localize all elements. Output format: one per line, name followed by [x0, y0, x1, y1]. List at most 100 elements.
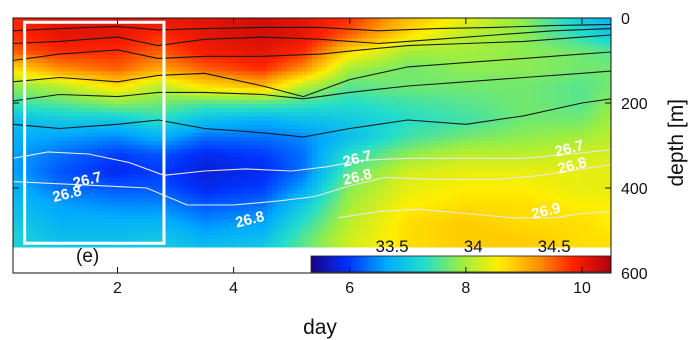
heatmap-cell: [376, 186, 383, 191]
heatmap-cell: [82, 165, 89, 171]
heatmap-cell: [486, 157, 492, 163]
heatmap-cell: [436, 91, 443, 97]
heatmap-cell: [476, 83, 483, 89]
heatmap-cell: [312, 108, 318, 113]
heatmap-cell: [326, 165, 333, 171]
heatmap-cell: [346, 132, 353, 138]
heatmap-cell: [401, 91, 408, 97]
heatmap-cell: [451, 104, 458, 109]
heatmap-cell: [491, 169, 497, 175]
heatmap-cell: [501, 87, 507, 93]
heatmap-cell: [97, 104, 104, 109]
heatmap-cell: [197, 95, 203, 101]
heatmap-cell: [97, 173, 104, 179]
heatmap-cell: [297, 140, 303, 146]
heatmap-cell: [321, 91, 328, 97]
heatmap-cell: [167, 30, 174, 35]
heatmap-cell: [227, 108, 233, 113]
heatmap-cell: [57, 116, 64, 122]
heatmap-cell: [511, 120, 517, 126]
heatmap-cell: [466, 161, 473, 167]
heatmap-cell: [461, 87, 468, 93]
heatmap-cell: [232, 46, 238, 52]
heatmap-cell: [421, 104, 428, 109]
heatmap-cell: [516, 83, 522, 89]
heatmap-cell: [476, 50, 483, 56]
heatmap-cell: [426, 34, 433, 40]
heatmap-cell: [441, 79, 448, 85]
heatmap-cell: [122, 26, 129, 31]
heatmap-cell: [466, 177, 473, 183]
heatmap-cell: [601, 181, 607, 187]
heatmap-cell: [516, 161, 522, 167]
heatmap-cell: [316, 58, 323, 64]
heatmap-cell: [571, 38, 577, 44]
heatmap-cell: [561, 34, 567, 40]
heatmap-cell: [451, 91, 458, 97]
heatmap-cell: [13, 132, 19, 138]
heatmap-cell: [496, 104, 502, 109]
heatmap-cell: [386, 157, 393, 163]
heatmap-cell: [361, 75, 368, 81]
heatmap-cell: [147, 173, 154, 179]
heatmap-cell: [67, 157, 74, 163]
heatmap-cell: [596, 108, 602, 113]
heatmap-cell: [451, 161, 458, 167]
heatmap-cell: [242, 75, 248, 81]
heatmap-cell: [77, 157, 84, 163]
heatmap-cell: [436, 71, 443, 76]
heatmap-cell: [117, 120, 124, 126]
heatmap-cell: [27, 87, 34, 93]
heatmap-cell: [561, 67, 567, 72]
heatmap-cell: [491, 149, 497, 154]
heatmap-cell: [486, 18, 492, 23]
heatmap-cell: [446, 71, 453, 76]
heatmap-cell: [252, 124, 258, 130]
heatmap-cell: [132, 95, 139, 101]
heatmap-cell: [17, 112, 24, 117]
heatmap-cell: [406, 87, 413, 93]
heatmap-cell: [42, 161, 49, 167]
heatmap-cell: [506, 165, 512, 171]
heatmap-cell: [351, 116, 358, 122]
heatmap-cell: [212, 104, 218, 109]
heatmap-cell: [257, 132, 263, 138]
heatmap-cell: [541, 46, 547, 52]
heatmap-cell: [426, 104, 433, 109]
heatmap-cell: [576, 149, 582, 154]
heatmap-cell: [82, 38, 89, 44]
heatmap-cell: [406, 169, 413, 175]
heatmap-cell: [132, 104, 139, 109]
heatmap-cell: [117, 140, 124, 146]
heatmap-cell: [601, 71, 607, 76]
heatmap-cell: [67, 75, 74, 81]
heatmap-cell: [431, 108, 438, 113]
heatmap-cell: [461, 50, 468, 56]
heatmap-cell: [431, 58, 438, 64]
heatmap-cell: [371, 173, 378, 179]
heatmap-cell: [247, 181, 253, 187]
heatmap-cell: [356, 50, 363, 56]
heatmap-cell: [456, 91, 463, 97]
heatmap-cell: [471, 87, 478, 93]
heatmap-cell: [132, 83, 139, 89]
heatmap-cell: [331, 153, 338, 158]
heatmap-cell: [376, 173, 383, 179]
heatmap-cell: [436, 87, 443, 93]
heatmap-cell: [491, 153, 497, 158]
heatmap-cell: [32, 169, 39, 175]
heatmap-cell: [62, 149, 69, 154]
heatmap-cell: [581, 149, 587, 154]
heatmap-cell: [431, 157, 438, 163]
heatmap-cell: [436, 173, 443, 179]
heatmap-cell: [506, 38, 512, 44]
heatmap-cell: [346, 157, 353, 163]
heatmap-cell: [297, 124, 303, 130]
heatmap-cell: [92, 54, 99, 60]
heatmap-cell: [521, 58, 527, 64]
heatmap-cell: [546, 145, 552, 150]
heatmap-cell: [82, 108, 89, 113]
heatmap-cell: [302, 42, 308, 48]
heatmap-cell: [27, 177, 34, 183]
heatmap-cell: [536, 63, 542, 68]
